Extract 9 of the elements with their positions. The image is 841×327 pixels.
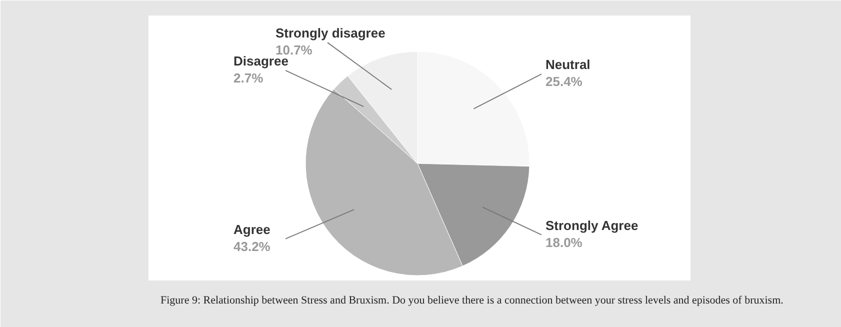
data-label: 18.0% (546, 234, 583, 250)
slice-label: Strongly disagree (276, 26, 386, 41)
data-label: 2.7% (234, 70, 264, 86)
caption: Figure 9: Relationship between Stress and Bruxism. Do you believe there is a connection between your stress levels and episodes of bruxism. (160, 294, 784, 306)
slice-label: Agree (234, 222, 270, 237)
data-label: 25.4% (546, 74, 583, 90)
data-label: 43.2% (234, 238, 271, 254)
slice-label: Neutral (546, 57, 590, 72)
slice-label: Strongly Agree (546, 218, 638, 233)
